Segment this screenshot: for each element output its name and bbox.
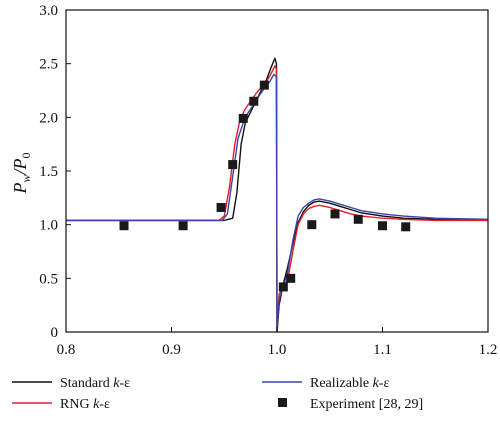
axes: 0.8 0.9 1.0 1.1 1.2 0 0.5 1.0 1.5 2.0 2.5 3.0 Pw/P0	[10, 3, 497, 358]
legend-item-1: RNG k-ε	[12, 397, 110, 412]
x-tick-label: 1.2	[479, 342, 498, 358]
x-tick-label: 1.0	[268, 342, 287, 358]
experiment-point	[259, 80, 269, 90]
y-axis-label: Pw/P0	[10, 152, 33, 194]
legend-label: Experiment [28, 29]	[310, 397, 423, 412]
x-tick-label: 0.8	[57, 342, 76, 358]
legend-marker-swatch	[278, 398, 287, 407]
legend-label: Standard k-ε	[60, 376, 130, 391]
experiment-point	[401, 222, 411, 232]
legend-item-2: Realizable k-ε	[262, 376, 389, 391]
series-line-2	[66, 73, 488, 332]
legend: Standard k-ε RNG k-ε Realizable k-ε Experim…	[12, 376, 423, 412]
y-tick-label: 2.5	[39, 57, 58, 73]
experiment-point	[238, 113, 248, 123]
experiment-point	[249, 96, 259, 106]
legend-item-3: Experiment [28, 29]	[278, 397, 423, 412]
y-tick-label: 0	[51, 325, 59, 341]
legend-item-0: Standard k-ε	[12, 376, 130, 391]
experiment-point	[330, 209, 340, 219]
experiment-point	[216, 202, 226, 212]
x-tick-label: 1.1	[373, 342, 392, 358]
experiment-point	[178, 221, 188, 231]
experiment-point	[353, 214, 363, 224]
legend-label: Realizable k-ε	[310, 376, 389, 391]
experiment-point	[119, 221, 129, 231]
plot-area	[66, 57, 488, 332]
experiment-point	[278, 282, 288, 292]
experiment-point	[378, 221, 387, 231]
y-tick-label: 0.5	[39, 271, 58, 287]
experiment-point	[286, 273, 296, 283]
experiment-point	[307, 220, 317, 230]
y-tick-label: 2.0	[39, 110, 58, 126]
y-tick-label: 3.0	[39, 3, 58, 19]
experiment-point	[228, 160, 238, 170]
x-tick-label: 0.9	[162, 342, 181, 358]
legend-label: RNG k-ε	[60, 397, 110, 412]
y-tick-label: 1.5	[39, 164, 58, 180]
y-tick-label: 1.0	[39, 218, 58, 234]
